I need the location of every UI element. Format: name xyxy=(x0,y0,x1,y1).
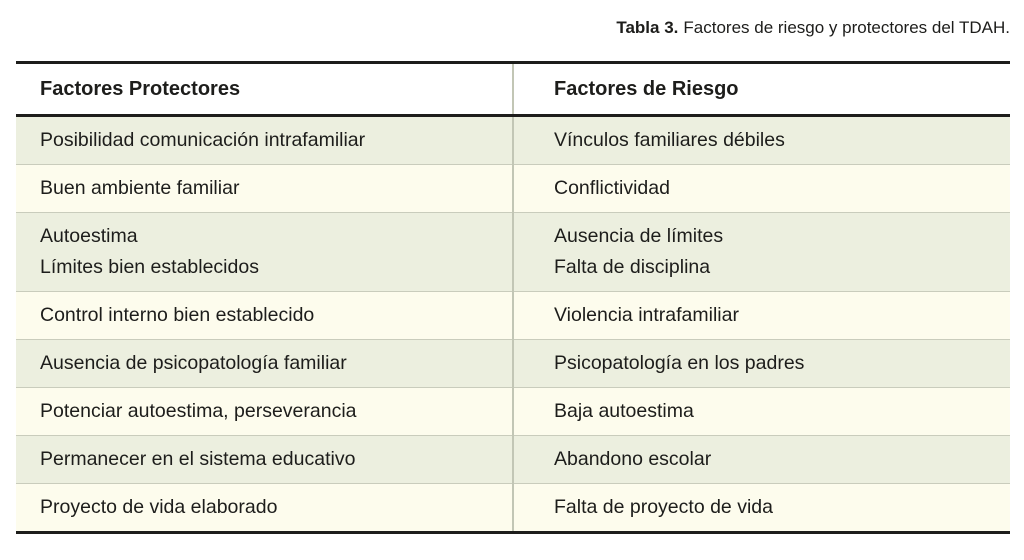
cell-protectores: Permanecer en el sistema educativo xyxy=(16,435,514,484)
table-caption: Tabla 3. Factores de riesgo y protectores… xyxy=(616,17,1010,39)
table-row: Posibilidad comunicación intrafamiliar V… xyxy=(16,115,1010,165)
column-header-protectores: Factores Protectores xyxy=(16,62,514,117)
cell-protectores: Buen ambiente familiar xyxy=(16,164,514,213)
cell-protectores: Control interno bien establecido xyxy=(16,291,514,340)
factores-table: Factores Protectores Factores de Riesgo … xyxy=(16,61,1010,534)
caption-label: Tabla 3. xyxy=(616,18,679,37)
table-row: Control interno bien establecido Violenc… xyxy=(16,291,1010,340)
cell-protectores: Ausencia de psicopatología familiar xyxy=(16,339,514,388)
table-row: Autoestima Límites bien establecidos Aus… xyxy=(16,212,1010,292)
cell-riesgo: Violencia intrafamiliar xyxy=(513,291,1010,340)
cell-protectores: Proyecto de vida elaborado xyxy=(16,483,514,533)
cell-protectores: Autoestima Límites bien establecidos xyxy=(16,212,514,292)
cell-riesgo: Ausencia de límites Falta de disciplina xyxy=(513,212,1010,292)
cell-riesgo: Conflictividad xyxy=(513,164,1010,213)
table-row: Buen ambiente familiar Conflictividad xyxy=(16,164,1010,213)
cell-riesgo: Falta de proyecto de vida xyxy=(513,483,1010,533)
table-row: Proyecto de vida elaborado Falta de proy… xyxy=(16,483,1010,533)
cell-riesgo: Abandono escolar xyxy=(513,435,1010,484)
table-row: Potenciar autoestima, perseverancia Baja… xyxy=(16,387,1010,436)
column-header-riesgo: Factores de Riesgo xyxy=(513,62,1010,117)
table-row: Permanecer en el sistema educativo Aband… xyxy=(16,435,1010,484)
table-row: Ausencia de psicopatología familiar Psic… xyxy=(16,339,1010,388)
cell-riesgo: Baja autoestima xyxy=(513,387,1010,436)
cell-riesgo: Vínculos familiares débiles xyxy=(513,115,1010,165)
cell-riesgo: Psicopatología en los padres xyxy=(513,339,1010,388)
cell-protectores: Potenciar autoestima, perseverancia xyxy=(16,387,514,436)
header-row: Factores Protectores Factores de Riesgo xyxy=(16,62,1010,117)
cell-protectores: Posibilidad comunicación intrafamiliar xyxy=(16,115,514,165)
caption-text: Factores de riesgo y protectores del TDA… xyxy=(683,18,1010,37)
